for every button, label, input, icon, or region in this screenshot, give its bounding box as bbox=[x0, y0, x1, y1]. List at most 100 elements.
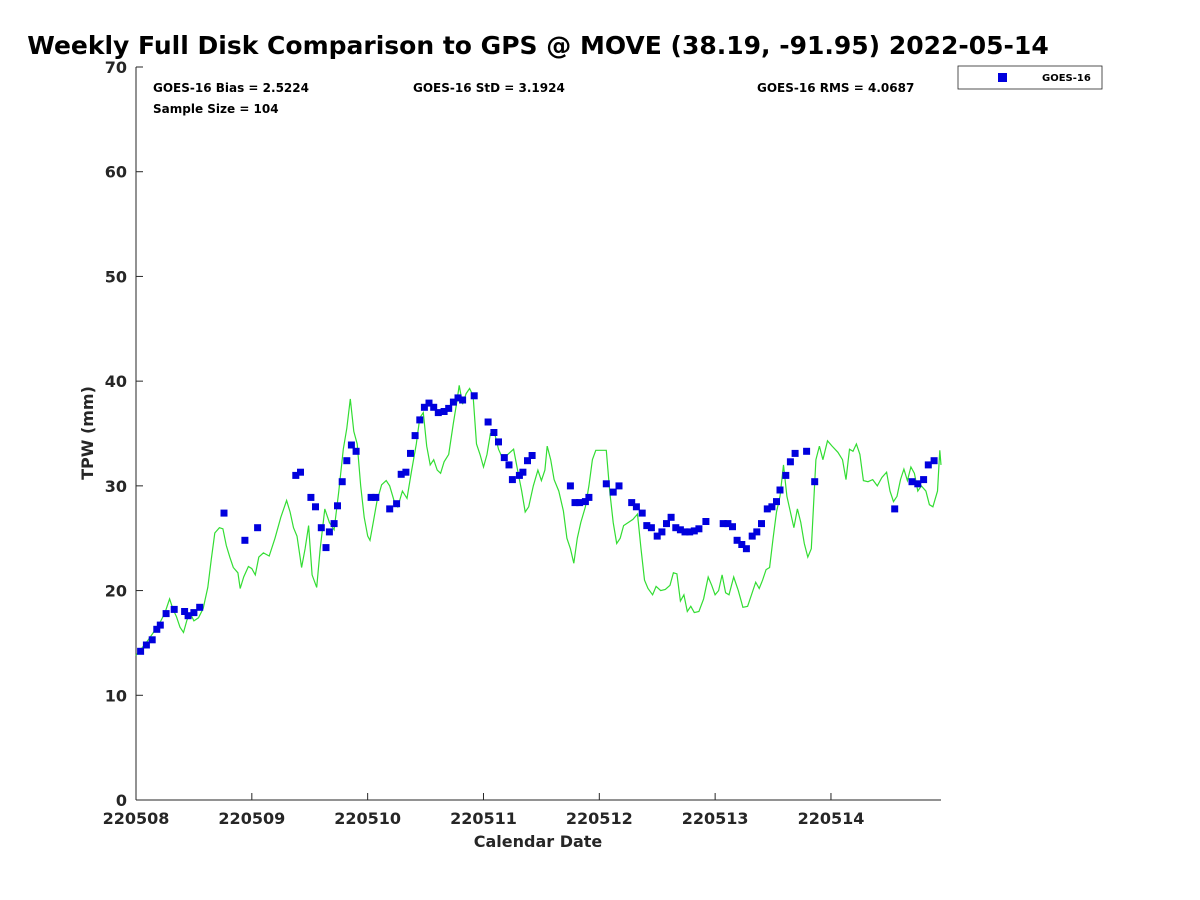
plot-area: 0 10 20 30 40 50 60 70 220508 220509 220510 220511… bbox=[103, 58, 942, 828]
goes-16-point bbox=[585, 493, 593, 501]
goes-16-point bbox=[719, 520, 727, 528]
goes-16-point bbox=[407, 449, 414, 457]
goes-16-point bbox=[524, 457, 531, 465]
goes-16-point bbox=[330, 520, 338, 528]
goes-16-point bbox=[753, 528, 761, 536]
goes-16-point bbox=[773, 498, 780, 506]
goes-16-point bbox=[638, 509, 646, 517]
goes-16-point bbox=[153, 625, 161, 633]
goes-16-point bbox=[156, 621, 164, 629]
x-tick-label: 220511 bbox=[450, 809, 517, 828]
goes-16-point bbox=[470, 392, 478, 400]
goes-16-point bbox=[181, 608, 189, 615]
y-tick-label: 70 bbox=[105, 58, 127, 77]
goes-16-point bbox=[676, 526, 684, 534]
goes-16-point bbox=[519, 468, 527, 476]
stat-bias: GOES-16 Bias = 2.5224 bbox=[153, 81, 309, 95]
goes-16-point bbox=[914, 480, 922, 488]
goes-16-point bbox=[411, 432, 419, 440]
legend-label-goes-16: GOES-16 bbox=[1042, 73, 1091, 84]
y-tick-label: 50 bbox=[105, 267, 127, 286]
goes-16-point bbox=[500, 454, 508, 462]
goes-16-point bbox=[505, 461, 513, 469]
goes-16-point bbox=[615, 482, 623, 490]
goes-16-point bbox=[695, 525, 703, 533]
legend-marker-goes-16 bbox=[998, 73, 1007, 82]
stat-sample-size: Sample Size = 104 bbox=[153, 102, 279, 116]
goes-16-point bbox=[782, 471, 790, 479]
goes-16-point bbox=[528, 452, 536, 459]
goes-16-point bbox=[672, 524, 680, 532]
x-tick-label: 220513 bbox=[682, 809, 749, 828]
goes-16-point bbox=[297, 468, 304, 476]
goes-16-point bbox=[663, 520, 670, 528]
y-tick-label: 0 bbox=[116, 791, 127, 810]
goes-16-point bbox=[434, 409, 442, 417]
goes-16-point bbox=[241, 536, 249, 544]
goes-16-point bbox=[763, 505, 771, 513]
goes-16-point bbox=[430, 403, 438, 411]
goes-16-point bbox=[609, 488, 617, 496]
goes-16-point bbox=[338, 478, 346, 486]
goes-16-point bbox=[576, 499, 584, 507]
y-tick-label: 60 bbox=[105, 163, 127, 182]
goes-16-point bbox=[920, 476, 928, 484]
goes-16-point bbox=[643, 522, 651, 530]
goes-16-point bbox=[571, 499, 579, 507]
chart-title: Weekly Full Disk Comparison to GPS @ MOV… bbox=[27, 31, 1048, 60]
y-tick-label: 10 bbox=[105, 686, 127, 705]
goes-16-point bbox=[148, 636, 156, 644]
goes-16-point bbox=[445, 404, 453, 412]
goes-16-point bbox=[459, 396, 467, 404]
x-tick-label: 220514 bbox=[798, 809, 865, 828]
goes-16-point bbox=[393, 500, 401, 508]
goes-16-point bbox=[312, 503, 319, 511]
goes-16-point bbox=[352, 447, 360, 455]
goes-16-point bbox=[681, 528, 689, 536]
y-tick-label: 20 bbox=[105, 582, 127, 601]
x-axis-label: Calendar Date bbox=[474, 832, 603, 851]
goes-16-point bbox=[196, 603, 204, 611]
goes-16-point bbox=[647, 524, 655, 532]
goes-16-point bbox=[653, 532, 661, 540]
goes-16-point bbox=[420, 403, 428, 411]
goes-16-point bbox=[776, 486, 784, 494]
goes-16-point bbox=[602, 480, 610, 488]
x-tick-label: 220510 bbox=[334, 809, 401, 828]
x-ticks: 220508 220509 220510 220511 220512 220513 2205… bbox=[103, 793, 865, 828]
goes-16-point bbox=[386, 505, 394, 513]
goes-16-point bbox=[811, 478, 819, 486]
y-tick-label: 40 bbox=[105, 372, 127, 391]
goes-16-point bbox=[190, 609, 198, 617]
stat-rms: GOES-16 RMS = 4.0687 bbox=[757, 81, 914, 95]
goes-16-point bbox=[334, 502, 341, 510]
x-tick-label: 220512 bbox=[566, 809, 633, 828]
goes-16-point bbox=[484, 418, 492, 426]
goes-16-point bbox=[690, 527, 698, 535]
goes-16-point bbox=[292, 471, 300, 479]
plot-background bbox=[136, 67, 941, 800]
goes-16-point bbox=[742, 545, 750, 553]
goes-16-point bbox=[702, 518, 710, 525]
goes-16-points bbox=[137, 392, 938, 655]
goes-16-point bbox=[142, 641, 150, 649]
goes-16-point bbox=[325, 528, 333, 536]
y-ticks: 0 10 20 30 40 50 60 70 bbox=[105, 58, 143, 810]
goes-16-point bbox=[397, 470, 405, 478]
goes-16-point bbox=[748, 532, 756, 540]
goes-16-point bbox=[930, 457, 938, 465]
goes-16-point bbox=[724, 520, 732, 528]
goes-16-point bbox=[566, 482, 574, 490]
goes-16-point bbox=[220, 509, 228, 517]
goes-16-point bbox=[803, 447, 811, 455]
goes-16-point bbox=[449, 398, 457, 406]
stat-std: GOES-16 StD = 3.1924 bbox=[413, 81, 565, 95]
goes-16-point bbox=[372, 493, 380, 501]
x-tick-label: 220508 bbox=[103, 809, 170, 828]
goes-16-point bbox=[367, 493, 375, 501]
goes-16-point bbox=[162, 610, 170, 618]
goes-16-point bbox=[891, 505, 899, 513]
goes-16-point bbox=[729, 523, 736, 531]
goes-16-point bbox=[508, 476, 516, 484]
goes-16-point bbox=[402, 468, 410, 476]
